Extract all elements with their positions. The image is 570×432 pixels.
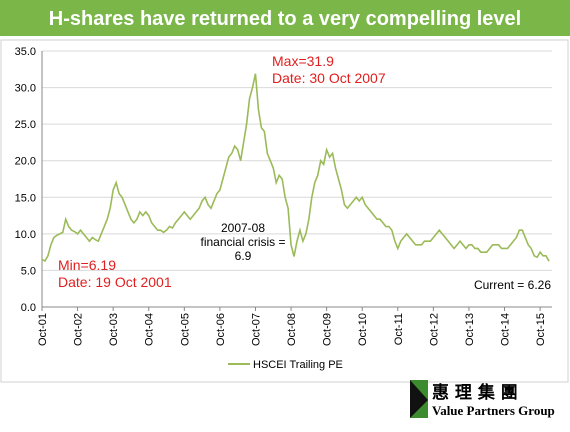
x-tick-label: Oct-09 [322,313,334,346]
logo-mark [410,380,428,418]
x-tick-label: Oct-03 [108,313,120,346]
annotation: Date: 19 Oct 2001 [58,274,172,290]
annotation: 2007-08 [221,221,265,235]
x-tick-label: Oct-06 [215,313,227,346]
y-tick-label: 15.0 [15,192,36,204]
x-tick-label: Oct-13 [464,313,476,346]
x-tick-label: Oct-01 [37,313,49,346]
x-tick-label: Oct-11 [393,313,405,345]
y-tick-label: 10.0 [15,229,36,241]
x-tick-label: Oct-10 [357,313,369,346]
x-tick-label: Oct-12 [428,313,440,346]
legend-label: HSCEI Trailing PE [253,359,343,371]
chart-title: H-shares have returned to a very compell… [49,8,521,30]
y-tick-label: 35.0 [15,46,36,58]
annotation: Current = 6.26 [474,278,551,292]
annotation: financial crisis = [200,235,285,249]
annotation: Min=6.19 [58,257,116,273]
x-tick-label: Oct-15 [535,313,547,346]
annotation: Date: 30 Oct 2007 [272,70,386,86]
logo-chinese: 惠 理 集 團 [432,382,518,403]
logo-english: Value Partners Group [432,403,555,418]
x-tick-label: Oct-14 [500,313,512,346]
x-tick-label: Oct-02 [73,313,85,346]
y-tick-label: 30.0 [15,83,36,95]
chart-frame [0,39,569,383]
line [41,73,550,262]
y-tick-label: 0.0 [21,302,36,314]
annotation: Max=31.9 [272,53,334,69]
y-tick-label: 25.0 [15,119,36,131]
x-tick-label: Oct-04 [144,313,156,346]
y-tick-label: 20.0 [15,156,36,168]
x-tick-label: Oct-07 [250,313,262,346]
title-banner [0,0,570,36]
y-tick-label: 5.0 [21,265,36,277]
x-tick-label: Oct-05 [179,313,191,346]
x-tick-label: Oct-08 [286,313,298,346]
annotation: 6.9 [235,249,252,263]
